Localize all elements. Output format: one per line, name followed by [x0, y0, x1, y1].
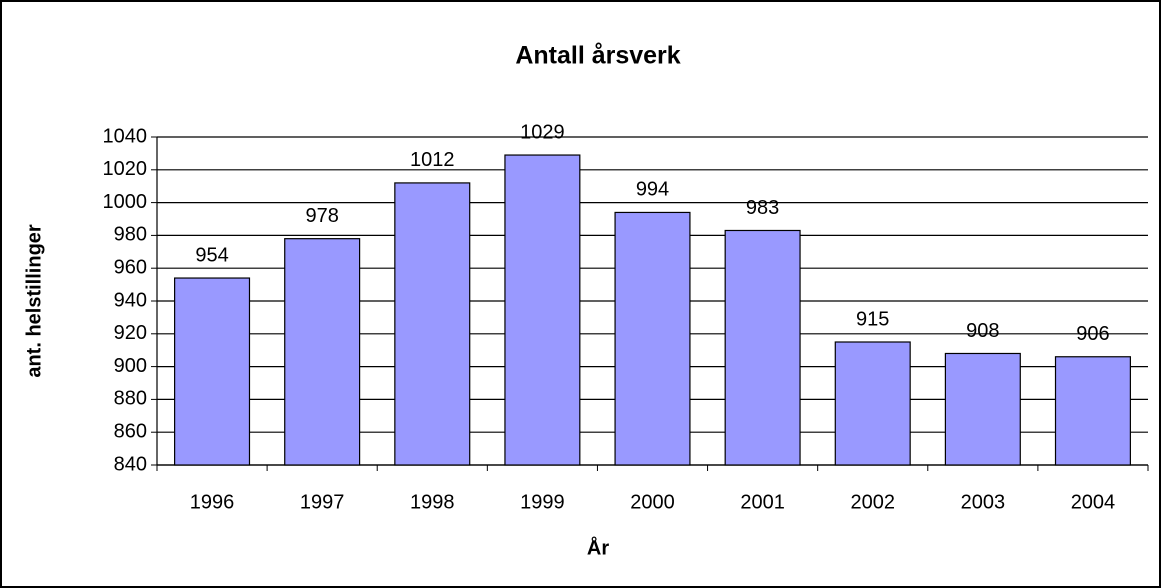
bar	[834, 341, 911, 466]
data-label: 994	[636, 179, 669, 201]
y-tick-label: 940	[114, 289, 147, 311]
bar	[394, 182, 471, 466]
x-tick-label: 2003	[961, 491, 1006, 513]
y-tick-label: 1040	[103, 125, 148, 147]
data-label: 915	[856, 308, 889, 330]
data-label: 1012	[410, 149, 455, 171]
data-label: 954	[195, 244, 228, 266]
x-tick-label: 2000	[630, 491, 675, 513]
x-tick-label: 1997	[300, 491, 345, 513]
data-label: 908	[966, 320, 999, 342]
bar	[944, 352, 1021, 466]
x-tick-label: 2001	[740, 491, 785, 513]
bar	[504, 154, 581, 466]
y-tick-label: 900	[114, 355, 147, 377]
chart-title: Antall årsverk	[515, 42, 680, 70]
data-label: 978	[305, 205, 338, 227]
y-tick-label: 840	[114, 453, 147, 475]
y-tick-label: 880	[114, 388, 147, 410]
y-tick-label: 1000	[103, 191, 148, 213]
y-tick-label: 860	[114, 420, 147, 442]
x-tick-label: 1998	[410, 491, 455, 513]
data-label: 983	[746, 197, 779, 219]
x-tick-label: 2002	[850, 491, 895, 513]
data-label: 1029	[520, 121, 565, 143]
y-axis-title: ant. helstillinger	[23, 224, 45, 378]
y-tick-label: 920	[114, 322, 147, 344]
x-tick-label: 1996	[190, 491, 235, 513]
bar	[724, 229, 801, 466]
y-tick-label: 960	[114, 256, 147, 278]
data-label: 906	[1076, 323, 1109, 345]
bar	[284, 238, 361, 466]
bar	[1054, 356, 1131, 466]
y-tick-label: 980	[114, 224, 147, 246]
bar	[174, 277, 251, 466]
x-tick-label: 2004	[1071, 491, 1116, 513]
x-axis-title: År	[587, 535, 609, 559]
bar	[614, 211, 691, 466]
y-tick-label: 1020	[103, 158, 148, 180]
x-tick-label: 1999	[520, 491, 565, 513]
